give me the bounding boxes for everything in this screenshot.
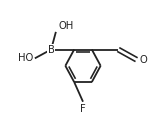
Text: F: F [80, 104, 86, 114]
Text: OH: OH [59, 21, 74, 31]
Text: HO: HO [18, 53, 34, 63]
Text: B: B [48, 45, 55, 55]
Text: O: O [140, 55, 148, 65]
